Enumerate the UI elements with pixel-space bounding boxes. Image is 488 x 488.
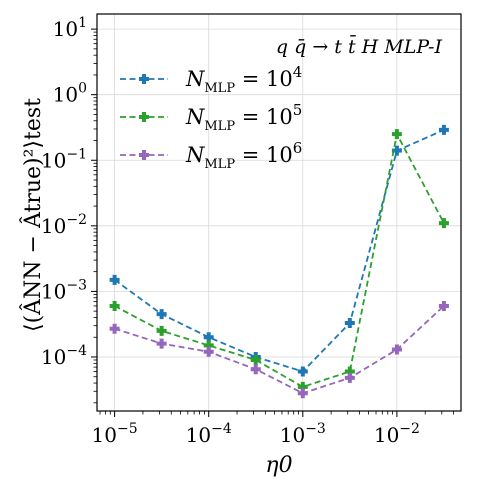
data-point: [297, 388, 308, 399]
series-layer: [109, 124, 449, 399]
series-line: [114, 305, 445, 395]
series-line: [114, 131, 445, 388]
x-tick-label: 10−5: [92, 421, 138, 447]
data-point: [109, 323, 120, 334]
x-axis-label: η0: [265, 453, 292, 478]
data-point: [438, 124, 449, 135]
grid: [97, 14, 461, 411]
data-point: [438, 300, 449, 311]
data-point: [156, 338, 167, 349]
data-point: [156, 325, 167, 336]
y-tick-label: 10−1: [41, 146, 87, 172]
data-point: [297, 381, 308, 392]
data-point: [203, 332, 214, 343]
y-axis-label: ⟨(ÂNN − Âtrue)²⟩test: [19, 98, 46, 332]
legend-entry: NMLP = 104: [120, 63, 302, 96]
plot-frame: [96, 13, 462, 412]
data-point: [391, 145, 402, 156]
data-point: [203, 346, 214, 357]
y-tick-label: 10−4: [41, 343, 87, 369]
data-point: [438, 218, 449, 229]
chart-annotation: q q̄ → t t̄ H MLP-I: [276, 34, 443, 58]
legend: NMLP = 104 NMLP = 105 NMLP = 106: [120, 63, 302, 172]
legend-entry: NMLP = 105: [120, 101, 302, 134]
y-tick-labels: 10−4 10−3 10−2 10−1 100 101: [41, 15, 87, 369]
legend-label: NMLP = 104: [185, 63, 302, 96]
data-point: [250, 354, 261, 365]
y-tick-label: 10−3: [41, 277, 87, 303]
legend-label: NMLP = 105: [185, 101, 302, 134]
x-tick-label: 10−4: [186, 421, 232, 447]
legend-marker: [139, 112, 149, 122]
data-point: [344, 366, 355, 377]
series-2: [109, 300, 449, 399]
data-point: [391, 344, 402, 355]
data-point: [203, 340, 214, 351]
data-point: [109, 274, 120, 285]
x-tick-labels: 10−5 10−4 10−3 10−2: [92, 421, 420, 447]
x-tick-label: 10−2: [374, 421, 420, 447]
y-tick-label: 101: [53, 15, 87, 41]
y-tick-label: 100: [53, 81, 87, 107]
series-1: [109, 129, 449, 392]
data-point: [297, 366, 308, 377]
major-ticks: [91, 28, 398, 417]
legend-label: NMLP = 106: [185, 139, 302, 172]
data-point: [344, 372, 355, 383]
data-point: [109, 300, 120, 311]
data-point: [250, 364, 261, 375]
legend-entry: NMLP = 106: [120, 139, 302, 172]
data-point: [156, 309, 167, 320]
x-tick-label: 10−3: [280, 421, 326, 447]
data-point: [391, 129, 402, 140]
legend-marker: [139, 74, 149, 84]
y-tick-label: 10−2: [41, 212, 87, 238]
series-line: [114, 129, 445, 373]
legend-marker: [139, 150, 149, 160]
data-point: [344, 317, 355, 328]
